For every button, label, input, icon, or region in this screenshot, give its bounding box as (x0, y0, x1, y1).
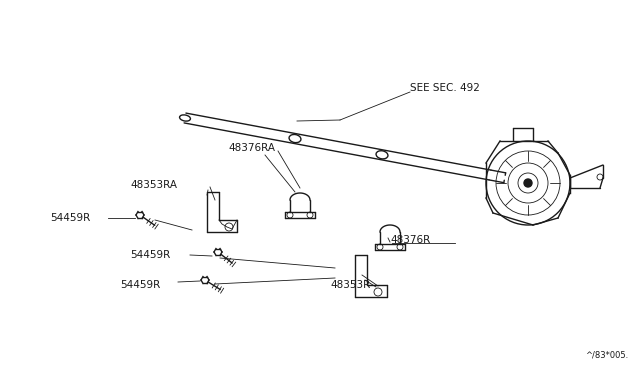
Text: ^/83*005.: ^/83*005. (585, 350, 628, 359)
Circle shape (486, 141, 570, 225)
Text: 48376R: 48376R (390, 235, 430, 245)
Text: 48376RA: 48376RA (228, 143, 275, 153)
Text: 48353RA: 48353RA (130, 180, 177, 190)
Circle shape (524, 179, 532, 187)
Text: 54459R: 54459R (120, 280, 160, 290)
Text: SEE SEC. 492: SEE SEC. 492 (410, 83, 480, 93)
Text: 54459R: 54459R (130, 250, 170, 260)
Text: 54459R: 54459R (50, 213, 90, 223)
Text: 48353R: 48353R (330, 280, 371, 290)
